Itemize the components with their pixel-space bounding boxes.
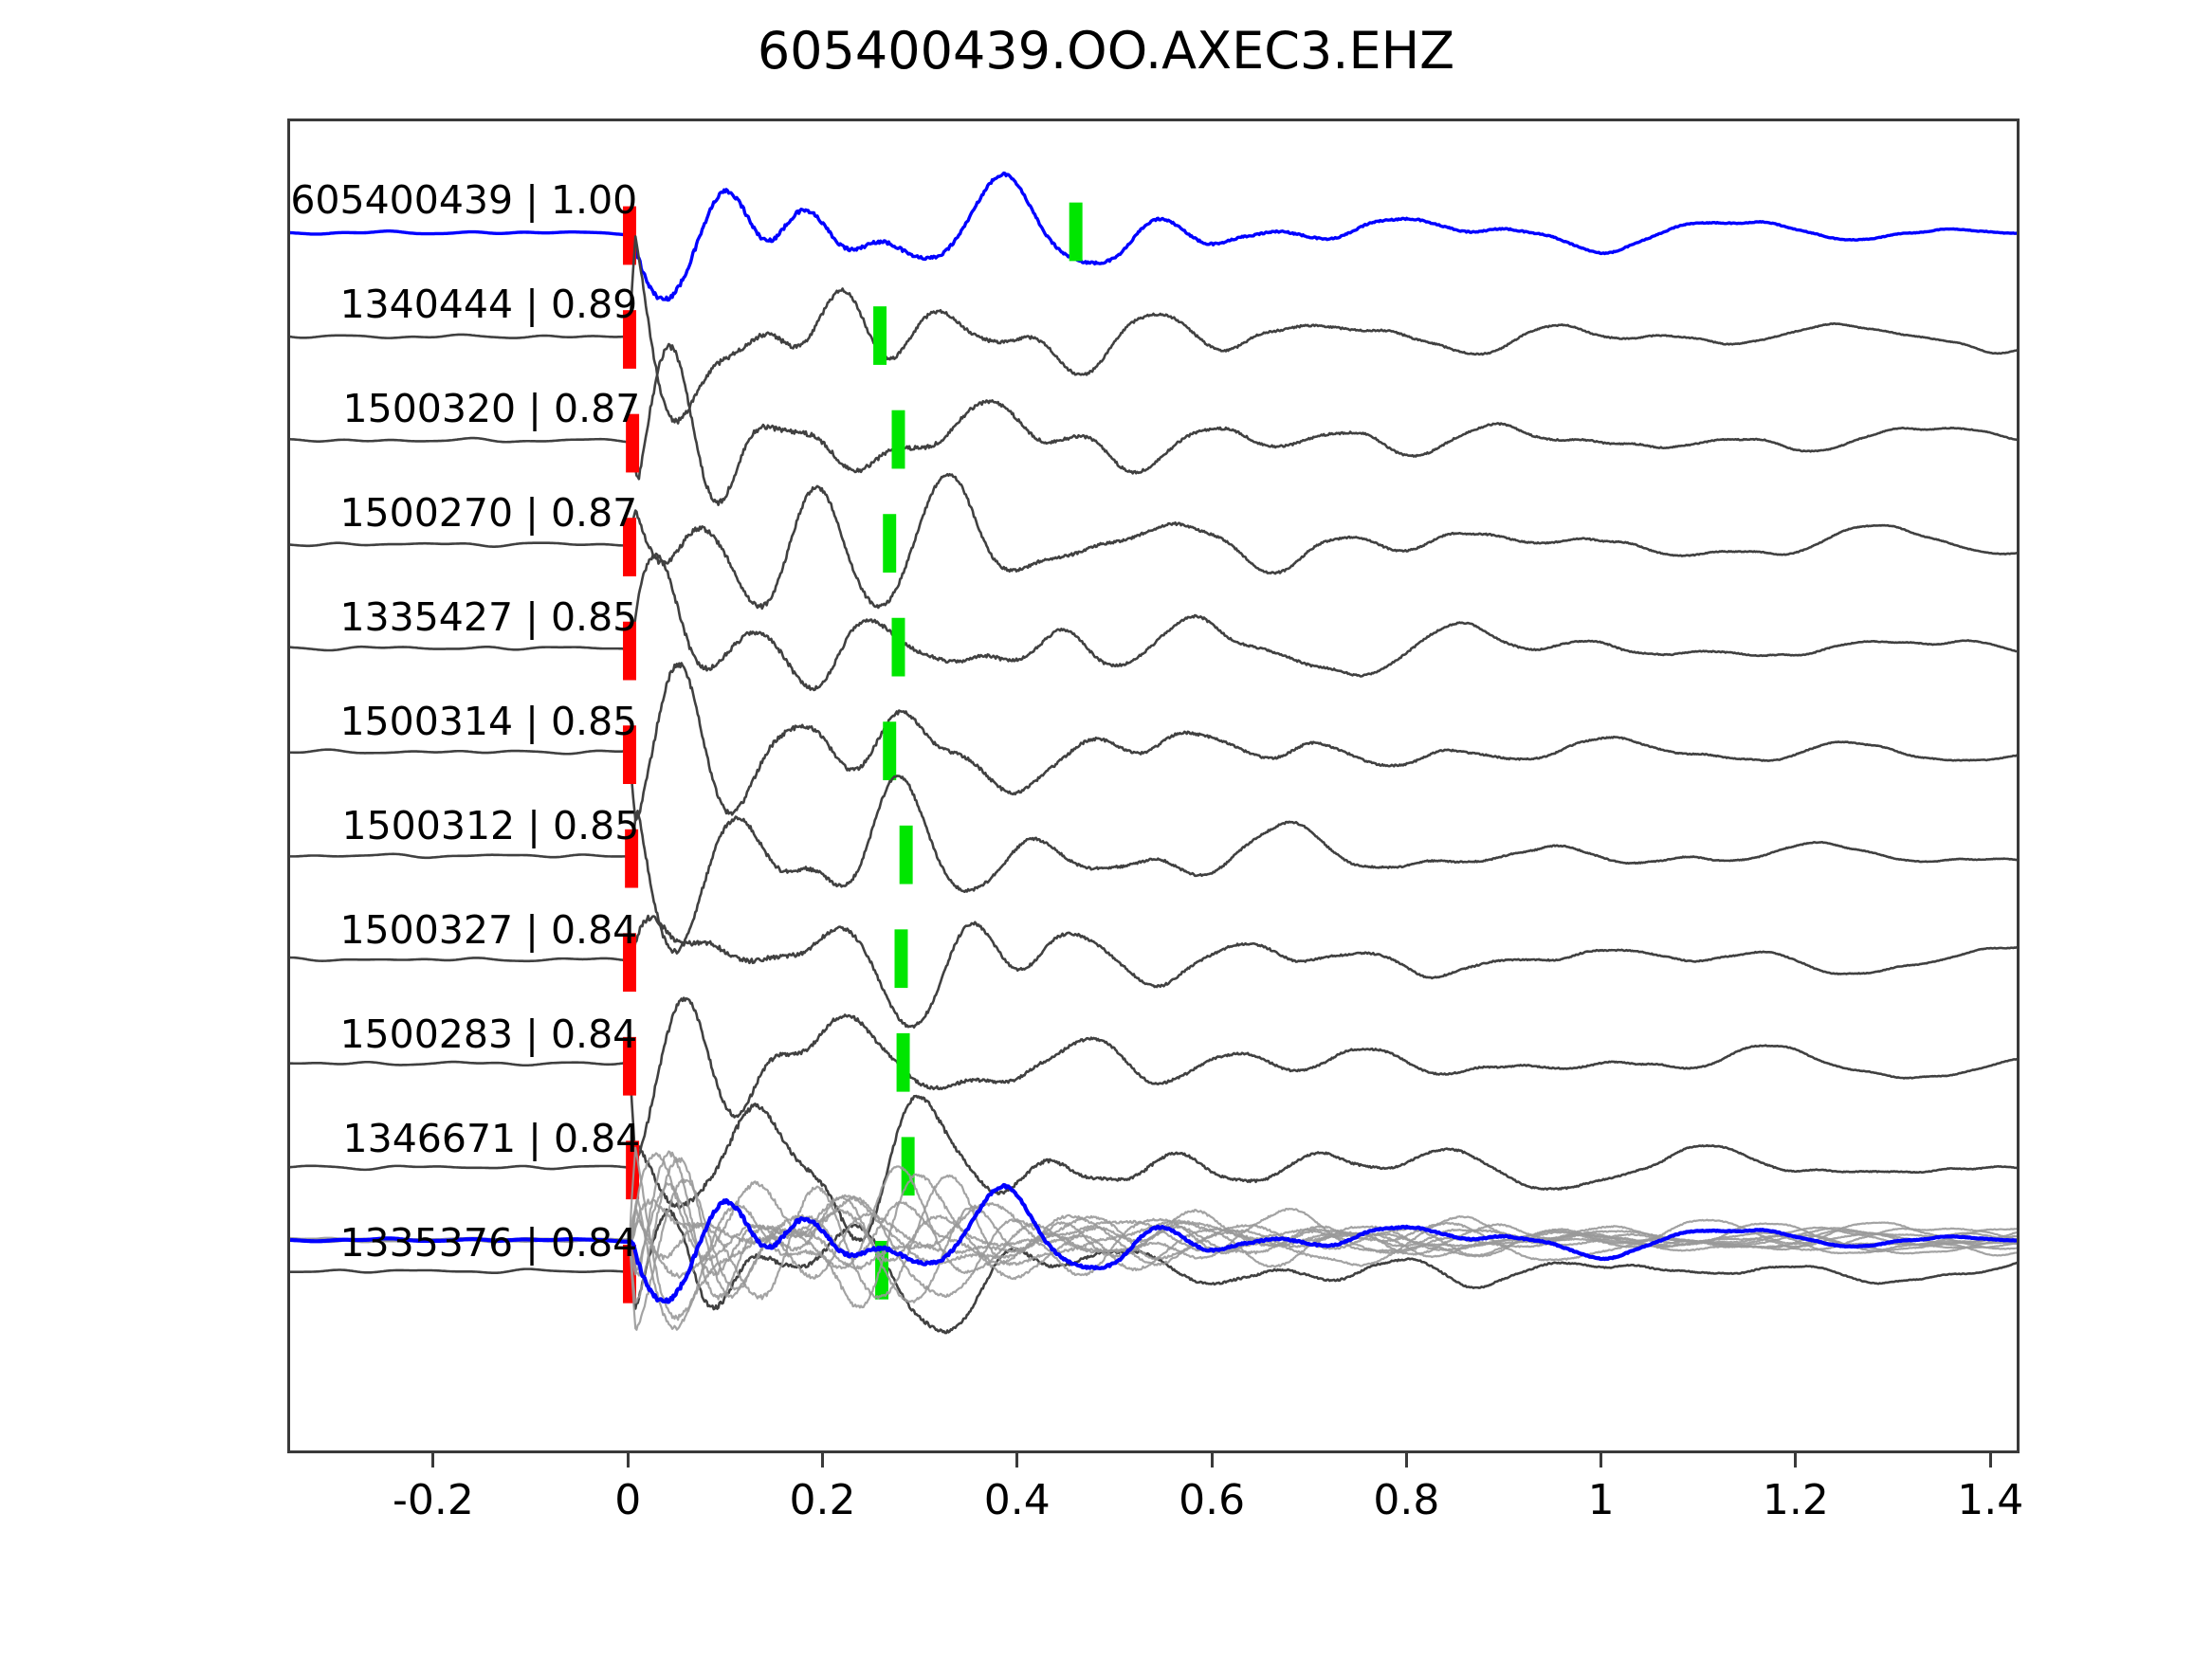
p-pick-marker-1500320[interactable] <box>626 413 640 473</box>
x-tick-label-4: 0.6 <box>1179 1476 1246 1524</box>
trace-label-1335376: 1335376 | 0.84 <box>339 1220 638 1266</box>
waveform-1500314 <box>290 662 2017 822</box>
x-tick-label-8: 1.4 <box>1957 1476 2024 1524</box>
trace-label-1500283: 1500283 | 0.84 <box>339 1012 638 1057</box>
trace-group-1500327 <box>290 914 2017 1030</box>
trace-group-1340444 <box>290 235 2017 425</box>
s-pick-marker-605400439[interactable] <box>1069 202 1083 262</box>
x-tick-1 <box>626 1452 630 1468</box>
waveform-1500327 <box>290 914 2017 1030</box>
trace-label-1500270: 1500270 | 0.87 <box>339 490 638 536</box>
trace-group-1500283 <box>290 996 2017 1163</box>
waveform-1500320 <box>290 342 2017 506</box>
x-tick-0 <box>431 1452 435 1468</box>
s-pick-marker-1340444[interactable] <box>873 306 887 365</box>
x-tick-2 <box>821 1452 825 1468</box>
p-pick-marker-1500270[interactable] <box>623 518 636 576</box>
waveform-1500312 <box>290 775 2017 955</box>
trace-group-1500270 <box>290 472 2017 611</box>
trace-group-1500320 <box>290 342 2017 506</box>
x-tick-5 <box>1404 1452 1408 1468</box>
trace-label-1500312: 1500312 | 0.85 <box>341 803 640 848</box>
x-tick-label-5: 0.8 <box>1373 1476 1440 1524</box>
trace-label-1500314: 1500314 | 0.85 <box>339 699 638 744</box>
trace-label-1346671: 1346671 | 0.84 <box>342 1116 641 1161</box>
waveform-canvas <box>290 171 2017 1335</box>
trace-group-1500314 <box>290 662 2017 822</box>
s-pick-marker-1335427[interactable] <box>891 617 905 677</box>
p-pick-marker-1335427[interactable] <box>623 621 636 681</box>
trace-group-1335427 <box>290 552 2017 692</box>
x-tick-label-3: 0.4 <box>983 1476 1051 1524</box>
x-tick-label-1: 0 <box>614 1476 642 1524</box>
x-tick-4 <box>1210 1452 1214 1468</box>
trace-label-1500327: 1500327 | 0.84 <box>339 907 638 953</box>
p-pick-marker-1500314[interactable] <box>623 725 636 785</box>
waveform-1340444 <box>290 235 2017 425</box>
s-pick-marker-1500312[interactable] <box>899 825 913 884</box>
trace-label-605400439: 605400439 | 1.00 <box>290 177 638 223</box>
x-tick-6 <box>1600 1452 1603 1468</box>
s-pick-marker-1500327[interactable] <box>894 929 908 989</box>
trace-group-1500312 <box>290 775 2017 955</box>
p-pick-marker-1340444[interactable] <box>623 310 636 369</box>
waveform-1500270 <box>290 472 2017 611</box>
trace-label-1335427: 1335427 | 0.85 <box>339 594 638 640</box>
x-tick-label-0: -0.2 <box>393 1476 474 1524</box>
s-pick-marker-1500270[interactable] <box>883 514 897 573</box>
stack-reference-trace <box>290 1182 2017 1304</box>
p-pick-marker-1500312[interactable] <box>625 829 639 888</box>
waveform-605400439 <box>290 171 2017 302</box>
trace-label-1500320: 1500320 | 0.87 <box>342 386 641 431</box>
trace-group-605400439 <box>290 171 2017 302</box>
waveform-1500283 <box>290 996 2017 1163</box>
p-pick-marker-1500283[interactable] <box>623 1036 636 1096</box>
x-tick-7 <box>1794 1452 1798 1468</box>
x-tick-8 <box>1988 1452 1992 1468</box>
x-tick-label-7: 1.2 <box>1762 1476 1829 1524</box>
s-pick-marker-1500283[interactable] <box>896 1032 910 1092</box>
trace-label-1340444: 1340444 | 0.89 <box>339 282 638 327</box>
p-pick-marker-1500327[interactable] <box>623 933 636 993</box>
plot-frame <box>287 118 2020 1453</box>
s-pick-marker-1500320[interactable] <box>891 410 905 469</box>
p-pick-marker-605400439[interactable] <box>623 206 636 265</box>
x-tick-label-6: 1 <box>1587 1476 1615 1524</box>
waveform-1346671 <box>290 1094 2017 1243</box>
x-tick-3 <box>1015 1452 1019 1468</box>
x-tick-label-2: 0.2 <box>789 1476 856 1524</box>
figure-title: 605400439.OO.AXEC3.EHZ <box>757 21 1455 81</box>
waveform-1335427 <box>290 552 2017 692</box>
s-pick-marker-1500314[interactable] <box>883 721 897 781</box>
s-pick-marker-1346671[interactable] <box>901 1137 915 1196</box>
stack-panel-group <box>290 1146 2017 1331</box>
